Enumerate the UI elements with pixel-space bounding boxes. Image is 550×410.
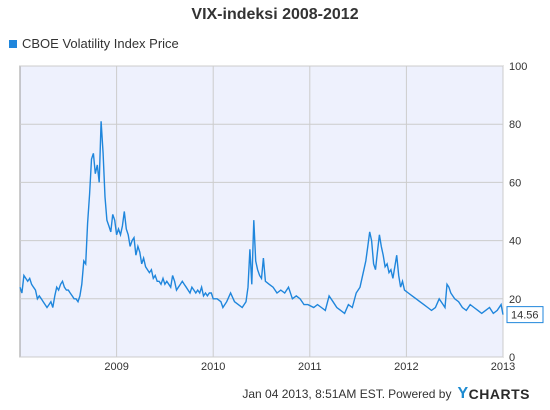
y-axis: 0 20 40 60 80 100 — [509, 61, 527, 364]
ycharts-logo-letter: Y — [457, 385, 469, 402]
chart-title: VIX-indeksi 2008-2012 — [191, 6, 359, 23]
ycharts-logo-text: CHARTS — [468, 386, 530, 402]
y-tick-label: 40 — [509, 236, 521, 248]
x-tick-label: 2012 — [394, 361, 418, 373]
legend-swatch — [9, 39, 17, 48]
last-value-label: 14.56 — [511, 310, 539, 322]
y-tick-label: 80 — [509, 119, 521, 131]
last-value-box — [506, 306, 544, 324]
y-tick-label: 0 — [509, 352, 515, 364]
plot-area — [19, 65, 504, 358]
legend-label: CBOE Volatility Index Price — [22, 36, 179, 51]
footer-timestamp: Jan 04 2013, 8:51AM EST. — [242, 387, 386, 401]
last-value-badge: 14.56 — [506, 306, 544, 324]
y-tick-label: 20 — [509, 294, 521, 306]
x-tick-label: 2009 — [104, 361, 128, 373]
grid-lines — [20, 65, 504, 358]
y-tick-label: 100 — [509, 61, 527, 73]
x-tick-label: 2010 — [201, 361, 225, 373]
x-axis: 2009 2010 2011 2012 2013 — [104, 361, 515, 373]
ycharts-logo[interactable]: Y CHARTS — [457, 385, 530, 403]
x-tick-label: 2011 — [298, 361, 322, 373]
footer: Jan 04 2013, 8:51AM EST. Powered by Y CH… — [242, 385, 530, 403]
x-tick-label: 2013 — [491, 361, 515, 373]
footer-powered-by: Powered by — [388, 387, 452, 401]
series-line — [19, 121, 504, 315]
y-tick-label: 60 — [509, 177, 521, 189]
legend[interactable]: CBOE Volatility Index Price — [9, 36, 179, 51]
